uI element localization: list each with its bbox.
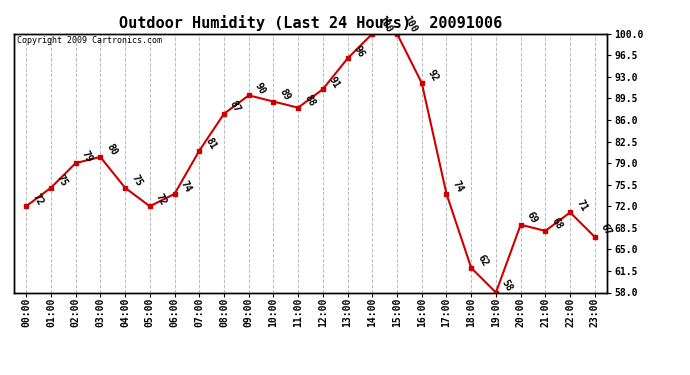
Text: 75: 75 (129, 173, 144, 188)
Text: 81: 81 (204, 136, 218, 152)
Text: 58: 58 (500, 278, 515, 293)
Text: 91: 91 (327, 75, 342, 90)
Text: 79: 79 (80, 148, 95, 164)
Text: 74: 74 (451, 179, 465, 195)
Text: 62: 62 (475, 253, 490, 268)
Text: 80: 80 (104, 142, 119, 158)
Text: 71: 71 (574, 198, 589, 213)
Text: 89: 89 (277, 87, 292, 102)
Text: 87: 87 (228, 99, 243, 114)
Text: 100: 100 (377, 14, 394, 34)
Text: 72: 72 (30, 192, 45, 207)
Text: 100: 100 (401, 14, 419, 34)
Text: 75: 75 (55, 173, 70, 188)
Title: Outdoor Humidity (Last 24 Hours)  20091006: Outdoor Humidity (Last 24 Hours) 2009100… (119, 15, 502, 31)
Text: 96: 96 (352, 44, 366, 59)
Text: 68: 68 (549, 216, 564, 231)
Text: 69: 69 (525, 210, 540, 225)
Text: Copyright 2009 Cartronics.com: Copyright 2009 Cartronics.com (17, 36, 161, 45)
Text: 72: 72 (154, 192, 168, 207)
Text: 74: 74 (179, 179, 193, 195)
Text: 67: 67 (599, 222, 613, 238)
Text: 92: 92 (426, 69, 440, 84)
Text: 90: 90 (253, 81, 268, 96)
Text: 88: 88 (302, 93, 317, 108)
